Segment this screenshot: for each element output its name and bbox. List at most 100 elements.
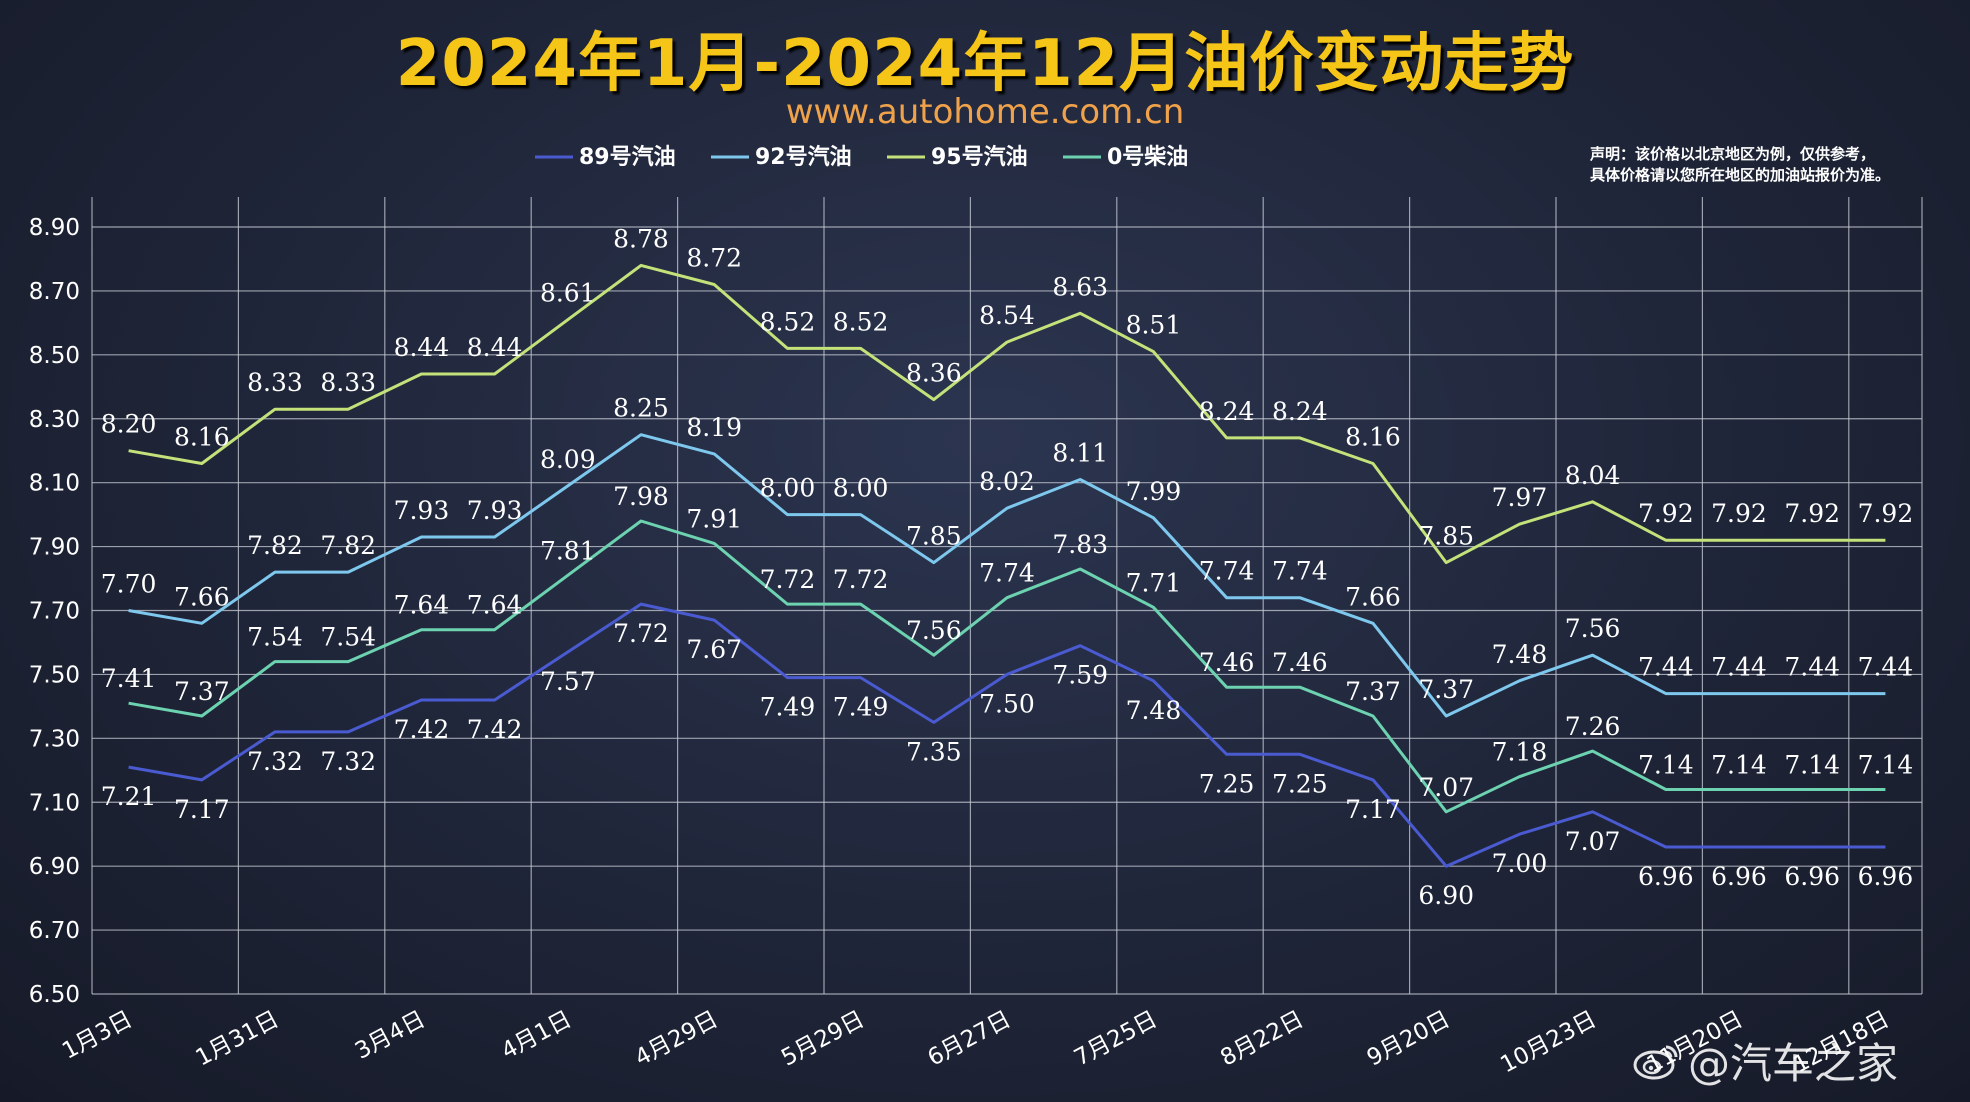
x-tick-label: 6月27日 <box>924 1006 1016 1071</box>
data-label: 8.16 <box>174 422 230 451</box>
data-label: 7.42 <box>394 715 450 744</box>
data-label: 6.96 <box>1784 862 1840 891</box>
series-line-2 <box>128 263 1886 565</box>
data-label: 7.81 <box>540 536 596 565</box>
y-tick-label: 7.30 <box>29 726 80 752</box>
y-tick-label: 6.50 <box>29 982 80 1008</box>
series-lines <box>128 263 1886 868</box>
weibo-icon <box>1633 1045 1678 1079</box>
data-label: 7.00 <box>1492 849 1548 878</box>
disclaimer-line-1: 声明：该价格以北京地区为例，仅供参考， <box>1590 145 1876 163</box>
data-label: 7.48 <box>1492 640 1548 669</box>
data-label: 7.44 <box>1784 653 1840 682</box>
y-tick-label: 8.90 <box>29 215 80 241</box>
data-label: 8.63 <box>1052 272 1108 301</box>
data-label: 8.78 <box>613 224 669 253</box>
data-label: 7.72 <box>833 565 889 594</box>
data-label: 7.66 <box>1345 582 1401 611</box>
data-label: 7.72 <box>613 619 669 648</box>
data-label: 6.90 <box>1418 881 1474 910</box>
x-tick-label: 3月4日 <box>351 1006 430 1064</box>
data-label: 7.64 <box>394 591 450 620</box>
x-tick-label: 4月1日 <box>497 1006 576 1064</box>
data-label: 7.42 <box>467 715 523 744</box>
data-label: 7.32 <box>320 747 376 776</box>
y-tick-label: 7.70 <box>29 599 80 625</box>
data-label: 7.50 <box>979 689 1035 718</box>
y-tick-label: 8.30 <box>29 407 80 433</box>
data-label: 6.96 <box>1858 862 1914 891</box>
data-label: 8.51 <box>1126 311 1182 340</box>
chart-title: 2024年1月-2024年12月油价变动走势 <box>395 27 1575 101</box>
data-label: 7.32 <box>247 747 303 776</box>
x-tick-label: 8月22日 <box>1216 1006 1308 1071</box>
data-label: 7.97 <box>1492 483 1548 512</box>
data-label: 7.99 <box>1126 477 1182 506</box>
data-label: 8.44 <box>467 333 523 362</box>
disclaimer-line-2: 具体价格请以您所在地区的加油站报价为准。 <box>1590 166 1891 184</box>
data-label: 7.83 <box>1052 530 1108 559</box>
data-label: 8.25 <box>613 394 669 423</box>
data-label: 7.67 <box>686 635 742 664</box>
legend: 89号汽油 92号汽油 95号汽油 0号柴油 <box>535 144 1188 170</box>
data-label: 7.25 <box>1199 769 1255 798</box>
data-label: 7.82 <box>247 531 303 560</box>
data-label: 8.54 <box>979 301 1035 330</box>
data-label: 7.14 <box>1784 750 1840 779</box>
data-label: 8.36 <box>906 359 962 388</box>
data-label: 7.26 <box>1565 712 1621 741</box>
y-tick-label: 6.90 <box>29 854 80 880</box>
data-label: 8.16 <box>1345 422 1401 451</box>
watermark: @汽车之家 <box>1632 1030 1898 1091</box>
data-label: 7.44 <box>1711 653 1767 682</box>
data-label: 7.56 <box>1565 614 1621 643</box>
data-label: 8.33 <box>320 368 376 397</box>
y-tick-label: 8.70 <box>29 279 80 305</box>
data-label: 7.85 <box>906 522 962 551</box>
legend-label: 0号柴油 <box>1107 145 1188 170</box>
series-line-1 <box>128 433 1886 718</box>
data-label: 8.19 <box>686 413 742 442</box>
data-label: 7.35 <box>906 737 962 766</box>
data-label: 7.21 <box>101 782 157 811</box>
data-label: 8.33 <box>247 368 303 397</box>
y-tick-label: 7.90 <box>29 535 80 561</box>
data-label: 7.70 <box>101 570 157 599</box>
y-tick-label: 7.10 <box>29 790 80 816</box>
x-tick-label: 4月29日 <box>631 1006 723 1071</box>
data-label: 7.74 <box>1272 557 1328 586</box>
data-label: 8.02 <box>979 467 1035 496</box>
data-label: 7.46 <box>1199 648 1255 677</box>
y-tick-label: 8.10 <box>29 471 80 497</box>
data-label: 7.37 <box>1418 675 1474 704</box>
data-label: 7.44 <box>1858 653 1914 682</box>
data-label: 7.18 <box>1492 738 1548 767</box>
series-line-3 <box>128 519 1886 814</box>
data-label: 7.49 <box>760 693 816 722</box>
x-tick-label: 5月29日 <box>777 1006 869 1071</box>
y-tick-label: 7.50 <box>29 662 80 688</box>
y-tick-label: 8.50 <box>29 343 80 369</box>
data-label: 7.85 <box>1418 522 1474 551</box>
data-label: 6.96 <box>1711 862 1767 891</box>
data-label: 7.64 <box>467 591 523 620</box>
y-tick-label: 6.70 <box>29 918 80 944</box>
data-label: 8.52 <box>760 307 816 336</box>
data-label: 7.54 <box>247 623 303 652</box>
data-label: 7.92 <box>1858 499 1914 528</box>
disclaimer-notice: 声明：该价格以北京地区为例，仅供参考， 具体价格请以您所在地区的加油站报价为准。 <box>1590 144 1962 186</box>
data-label: 8.00 <box>760 474 816 503</box>
data-label: 7.98 <box>613 482 669 511</box>
axes: 8.90 8.70 8.50 8.30 8.10 7.90 7.70 7.50 7.30 7.10… <box>29 215 1894 1078</box>
data-label: 8.44 <box>394 333 450 362</box>
x-tick-label: 1月3日 <box>58 1006 137 1064</box>
data-label: 7.49 <box>833 693 889 722</box>
data-label: 8.20 <box>101 410 157 439</box>
data-label: 8.09 <box>540 445 596 474</box>
grid <box>91 197 1923 995</box>
data-label: 8.61 <box>540 279 596 308</box>
data-label: 8.11 <box>1052 438 1108 467</box>
data-label: 7.37 <box>174 677 230 706</box>
data-label: 8.24 <box>1199 397 1255 426</box>
data-label: 7.17 <box>174 795 230 824</box>
